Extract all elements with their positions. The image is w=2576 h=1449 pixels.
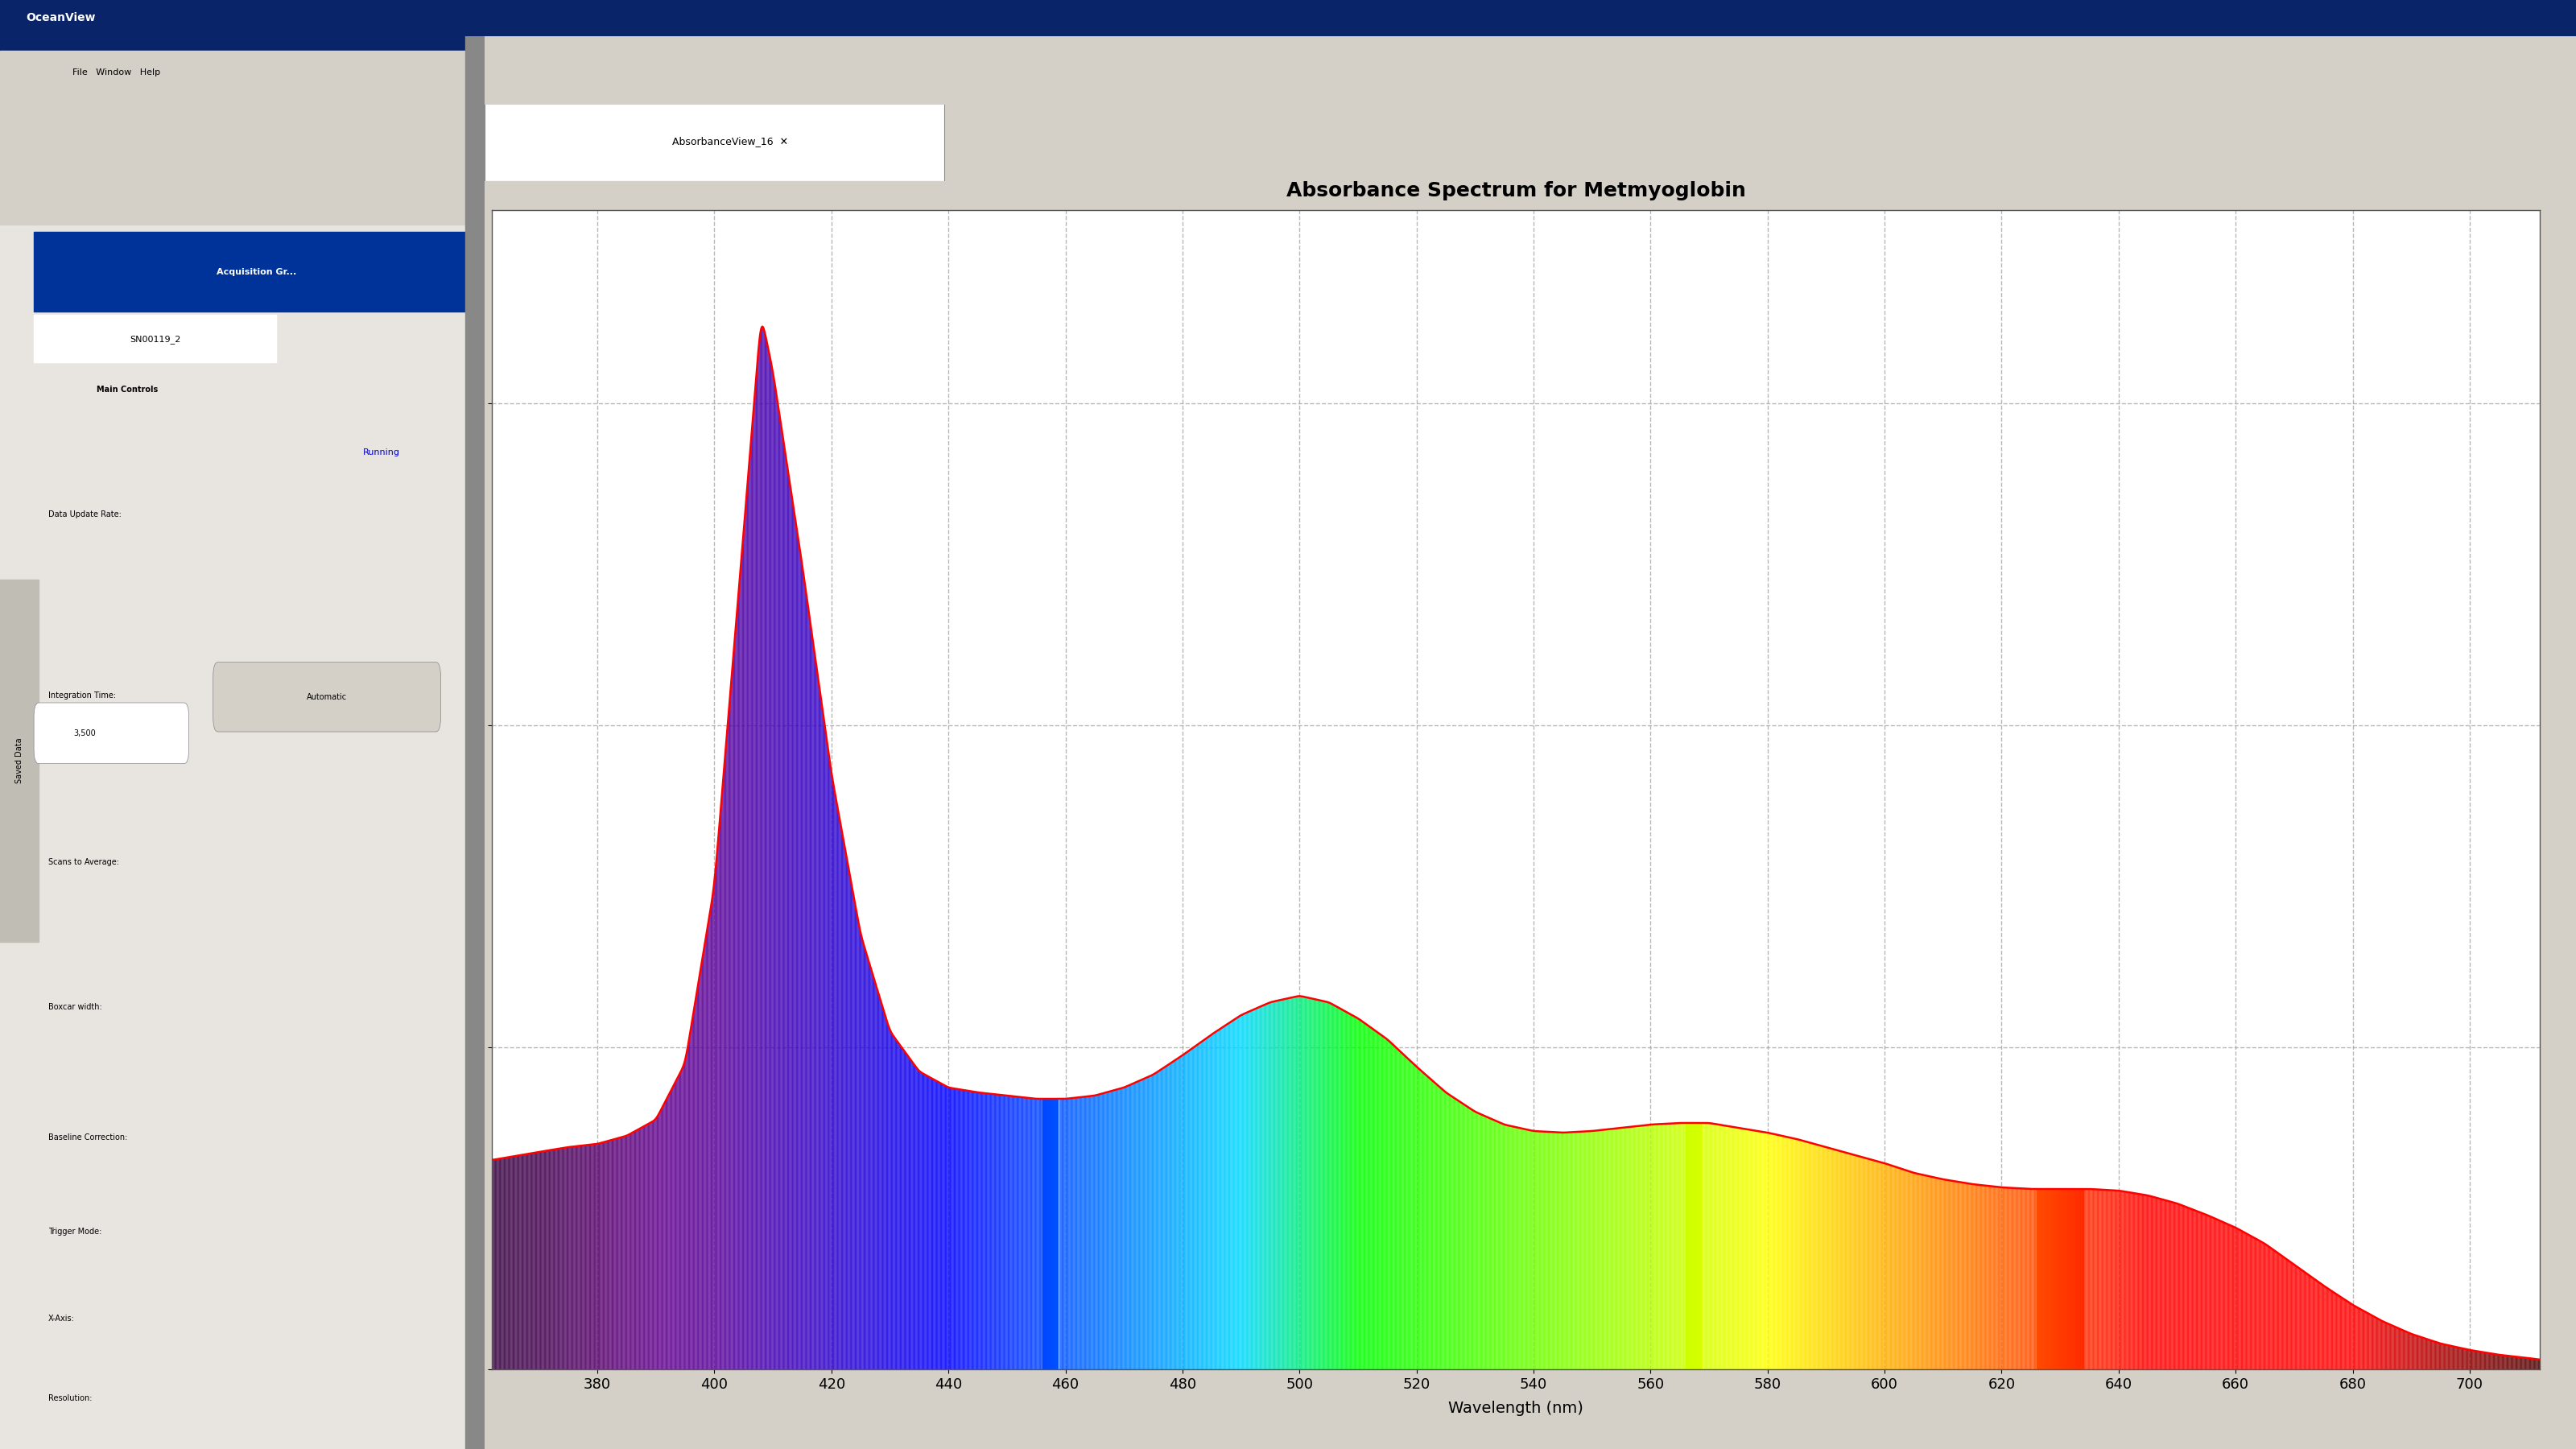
Text: Acquisition Gr...: Acquisition Gr...: [216, 268, 296, 277]
Text: Resolution:: Resolution:: [49, 1394, 93, 1403]
Bar: [0, 0, 484, 51]
Bar: [33, 314, 276, 362]
Text: Automatic: Automatic: [307, 693, 348, 701]
Text: OceanView: OceanView: [229, 22, 304, 33]
Bar: [484, 101, 945, 181]
Bar: [0, 51, 484, 94]
Text: Boxcar width:: Boxcar width:: [49, 1003, 103, 1011]
Y-axis label: Absorbance (OD): Absorbance (OD): [438, 723, 453, 856]
Text: Data Update Rate:: Data Update Rate:: [49, 510, 121, 519]
Text: OceanView: OceanView: [26, 13, 95, 23]
Text: Baseline Correction:: Baseline Correction:: [49, 1133, 129, 1142]
Bar: [0, 94, 484, 174]
Text: File   Window   Help: File Window Help: [72, 68, 160, 77]
Bar: [0, 580, 39, 942]
Text: X-Axis:: X-Axis:: [49, 1314, 75, 1323]
Text: Integration Time:: Integration Time:: [49, 691, 116, 700]
Text: Main Controls: Main Controls: [98, 385, 157, 394]
FancyBboxPatch shape: [214, 662, 440, 732]
X-axis label: Wavelength (nm): Wavelength (nm): [1448, 1401, 1584, 1416]
Bar: [0, 174, 484, 225]
Text: SN00119_2: SN00119_2: [129, 335, 180, 343]
Text: 3,500: 3,500: [75, 729, 95, 738]
Text: Scans to Average:: Scans to Average:: [49, 858, 118, 867]
Bar: [464, 0, 484, 1449]
FancyBboxPatch shape: [33, 703, 188, 764]
Title: Absorbance Spectrum for Metmyoglobin: Absorbance Spectrum for Metmyoglobin: [1285, 181, 1747, 201]
Text: Trigger Mode:: Trigger Mode:: [49, 1227, 103, 1236]
Text: Saved Data: Saved Data: [15, 738, 23, 784]
Bar: [39, 420, 451, 485]
Text: Running: Running: [363, 448, 399, 456]
Bar: [33, 365, 484, 413]
Bar: [33, 232, 484, 312]
Text: AbsorbanceView_16  ✕: AbsorbanceView_16 ✕: [672, 136, 788, 146]
